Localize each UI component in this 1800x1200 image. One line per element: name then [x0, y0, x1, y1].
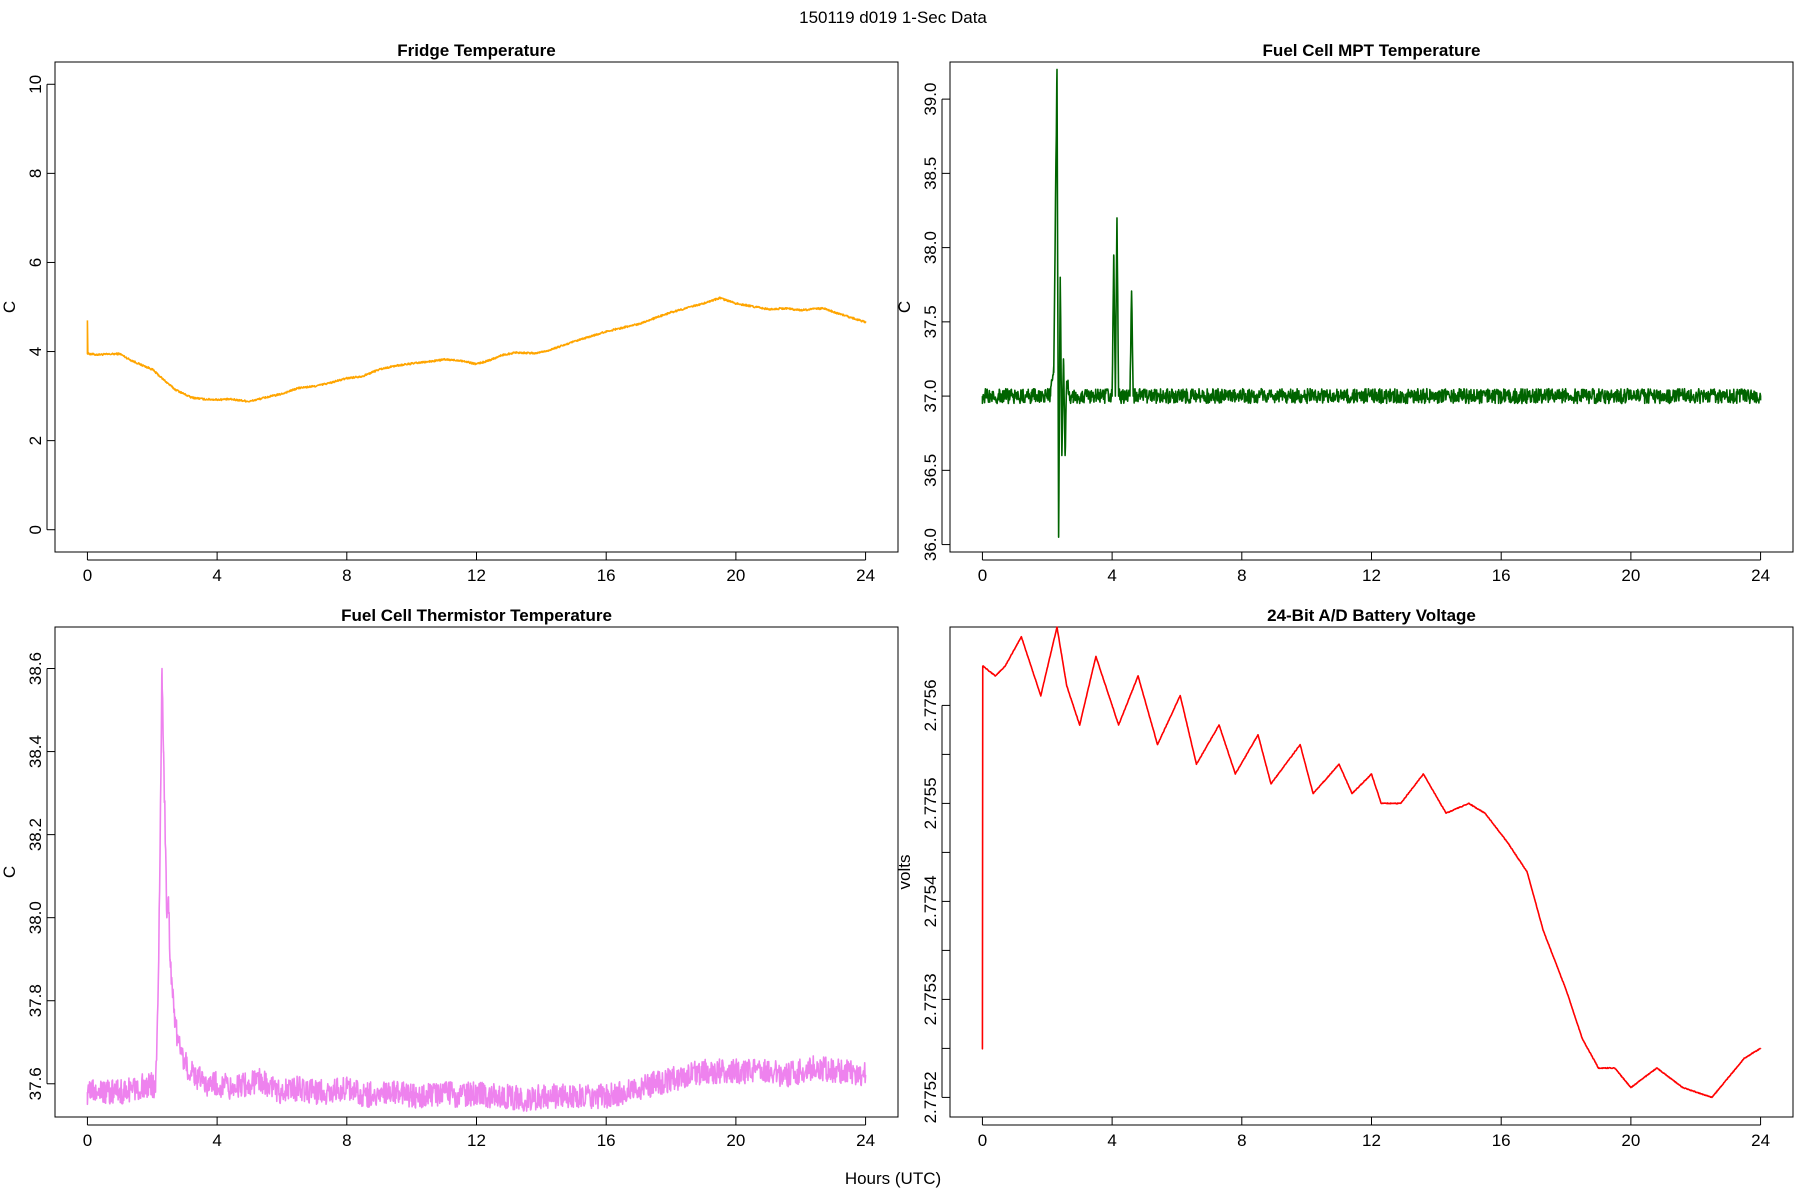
y-tick-label: 37.6	[26, 1067, 45, 1100]
plot-frame	[54, 61, 899, 553]
x-tick-label: 4	[1107, 566, 1116, 585]
y-tick-label: 8	[26, 169, 45, 178]
x-tick-label: 12	[1362, 1131, 1381, 1150]
y-tick-label: 38.4	[26, 735, 45, 768]
series-line	[86, 296, 867, 403]
panel-title: Fuel Cell Thermistor Temperature	[341, 606, 612, 625]
x-tick-label: 12	[467, 1131, 486, 1150]
y-axis-label: C	[895, 301, 914, 313]
y-axis-label: volts	[895, 855, 914, 890]
figure-title: 150119 d019 1-Sec Data	[799, 8, 987, 27]
x-tick-label: 0	[978, 566, 987, 585]
x-tick-label: 20	[1621, 1131, 1640, 1150]
panel-title: Fridge Temperature	[397, 41, 555, 60]
x-tick-label: 16	[597, 566, 616, 585]
x-tick-label: 24	[1751, 1131, 1770, 1150]
x-tick-label: 4	[1107, 1131, 1116, 1150]
x-tick-label: 12	[467, 566, 486, 585]
panel-title: Fuel Cell MPT Temperature	[1263, 41, 1481, 60]
y-tick-label: 2.7752	[921, 1071, 940, 1123]
y-tick-label: 2.7754	[921, 875, 940, 927]
x-tick-label: 12	[1362, 566, 1381, 585]
x-tick-label: 8	[1237, 566, 1246, 585]
panel-fuel-cell-thermistor-temperature: Fuel Cell Thermistor Temperature C 0 4 8 12 16…	[0, 606, 899, 1150]
x-tick-label: 4	[212, 1131, 221, 1150]
y-tick-label: 38.0	[26, 901, 45, 934]
y-axis-label: C	[0, 866, 19, 878]
x-tick-label: 16	[1492, 566, 1511, 585]
y-tick-label: 37.5	[921, 305, 940, 338]
panel-title: 24-Bit A/D Battery Voltage	[1267, 606, 1476, 625]
y-tick-label: 37.0	[921, 380, 940, 413]
y-tick-label: 2.7753	[921, 973, 940, 1025]
y-axis-label: C	[0, 301, 19, 313]
y-tick-label: 0	[26, 525, 45, 534]
y-tick-label: 36.0	[921, 528, 940, 561]
x-tick-label: 16	[597, 1131, 616, 1150]
x-tick-label: 16	[1492, 1131, 1511, 1150]
plot-frame	[949, 61, 1794, 553]
series-line	[86, 667, 867, 1112]
panel-battery-voltage: 24-Bit A/D Battery Voltage volts 0 4 8 12 16 20…	[895, 606, 1794, 1150]
x-tick-label: 24	[856, 1131, 875, 1150]
y-tick-label: 38.2	[26, 818, 45, 851]
y-tick-label: 38.6	[26, 652, 45, 685]
x-tick-label: 24	[856, 566, 875, 585]
y-tick-label: 6	[26, 258, 45, 267]
y-tick-label: 38.0	[921, 231, 940, 264]
y-tick-label: 37.8	[26, 984, 45, 1017]
x-tick-label: 8	[1237, 1131, 1246, 1150]
y-tick-label: 2.7755	[921, 777, 940, 829]
y-tick-label: 4	[26, 347, 45, 356]
y-tick-label: 10	[26, 75, 45, 94]
plot-frame	[54, 626, 899, 1118]
x-tick-label: 4	[212, 566, 221, 585]
x-tick-label: 8	[342, 1131, 351, 1150]
x-tick-label: 20	[726, 1131, 745, 1150]
x-tick-label: 8	[342, 566, 351, 585]
x-tick-label: 20	[1621, 566, 1640, 585]
y-tick-label: 2	[26, 436, 45, 445]
x-tick-label: 20	[726, 566, 745, 585]
x-tick-label: 0	[978, 1131, 987, 1150]
series-line	[981, 626, 1762, 1099]
y-tick-label: 39.0	[921, 83, 940, 116]
y-tick-label: 38.5	[921, 157, 940, 190]
x-tick-label: 0	[83, 566, 92, 585]
y-tick-label: 2.7756	[921, 679, 940, 731]
panel-fuel-cell-mpt-temperature: Fuel Cell MPT Temperature C 0 4 8 12 16 20 24 36.…	[895, 41, 1794, 585]
y-tick-label: 36.5	[921, 454, 940, 487]
x-tick-label: 0	[83, 1131, 92, 1150]
plot-frame	[949, 626, 1794, 1118]
series-line	[981, 68, 1762, 538]
shared-x-axis-label: Hours (UTC)	[845, 1169, 941, 1188]
x-tick-label: 24	[1751, 566, 1770, 585]
